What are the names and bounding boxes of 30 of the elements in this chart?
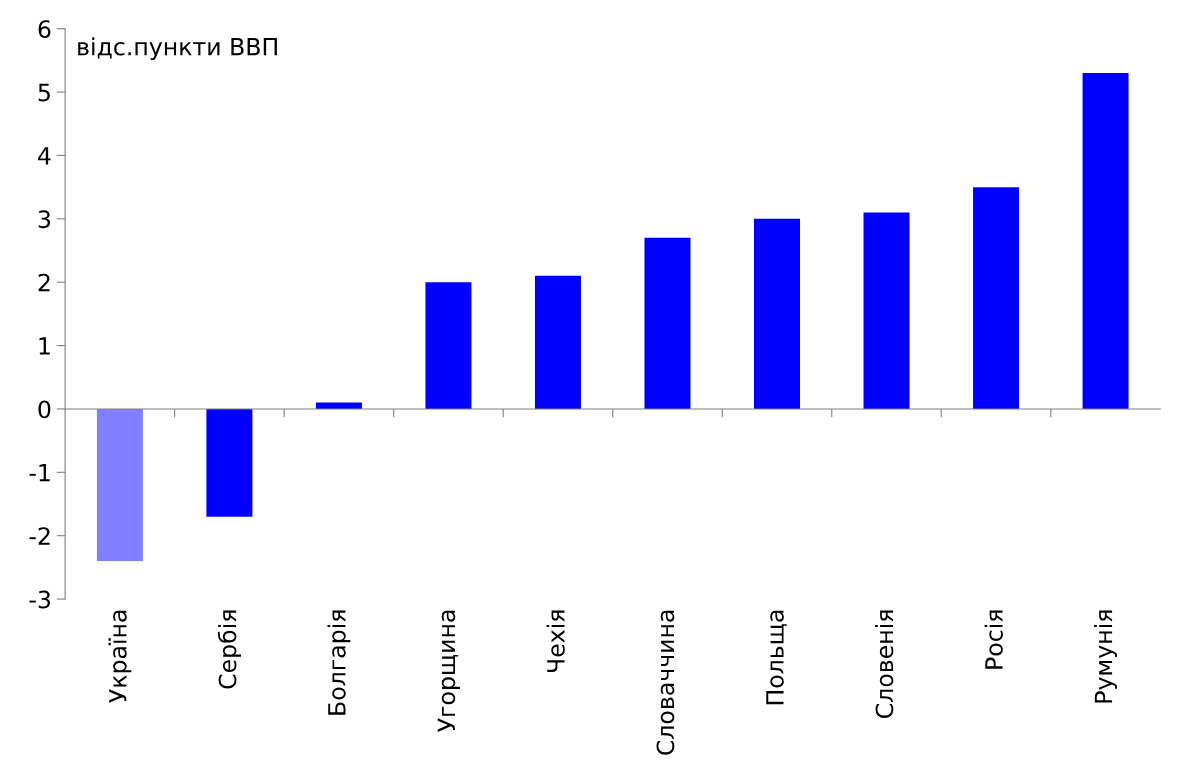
y-tick-label: 6 bbox=[38, 20, 51, 39]
x-tick-label: Україна bbox=[108, 610, 132, 703]
bar bbox=[534, 275, 581, 409]
x-tick-label: Словаччина bbox=[656, 610, 675, 755]
x-tick-label: Румунія bbox=[1094, 610, 1117, 703]
bar bbox=[644, 237, 691, 409]
y-tick-label: 4 bbox=[38, 147, 51, 165]
x-tick-label: Болгарія bbox=[327, 610, 351, 715]
x-tick-label: Угорщина bbox=[437, 610, 460, 732]
x-tick-label: Росія bbox=[984, 610, 1003, 669]
x-tick-label: Словенія bbox=[875, 610, 894, 718]
y-axis-title: відс.пункти ВВП bbox=[78, 37, 277, 61]
bar bbox=[863, 212, 910, 409]
y-tick-label: 1 bbox=[39, 337, 50, 355]
y-tick-label: -2 bbox=[29, 527, 50, 545]
bar bbox=[1082, 73, 1129, 409]
x-tick-label: Сербія bbox=[217, 610, 242, 689]
bar bbox=[206, 408, 253, 517]
x-tick-label: Чехія bbox=[546, 610, 565, 673]
y-tick-label: -3 bbox=[29, 590, 51, 609]
y-tick-label: 3 bbox=[38, 210, 51, 229]
bar bbox=[96, 408, 143, 562]
y-tick-label: 2 bbox=[38, 273, 50, 292]
bar bbox=[973, 187, 1020, 409]
y-tick-label: 0 bbox=[38, 400, 51, 419]
x-tick-label: Польща bbox=[766, 610, 787, 705]
bar bbox=[425, 282, 472, 409]
y-tick-label: -1 bbox=[29, 464, 50, 482]
y-tick-label: 5 bbox=[38, 83, 50, 102]
bar bbox=[754, 218, 800, 409]
